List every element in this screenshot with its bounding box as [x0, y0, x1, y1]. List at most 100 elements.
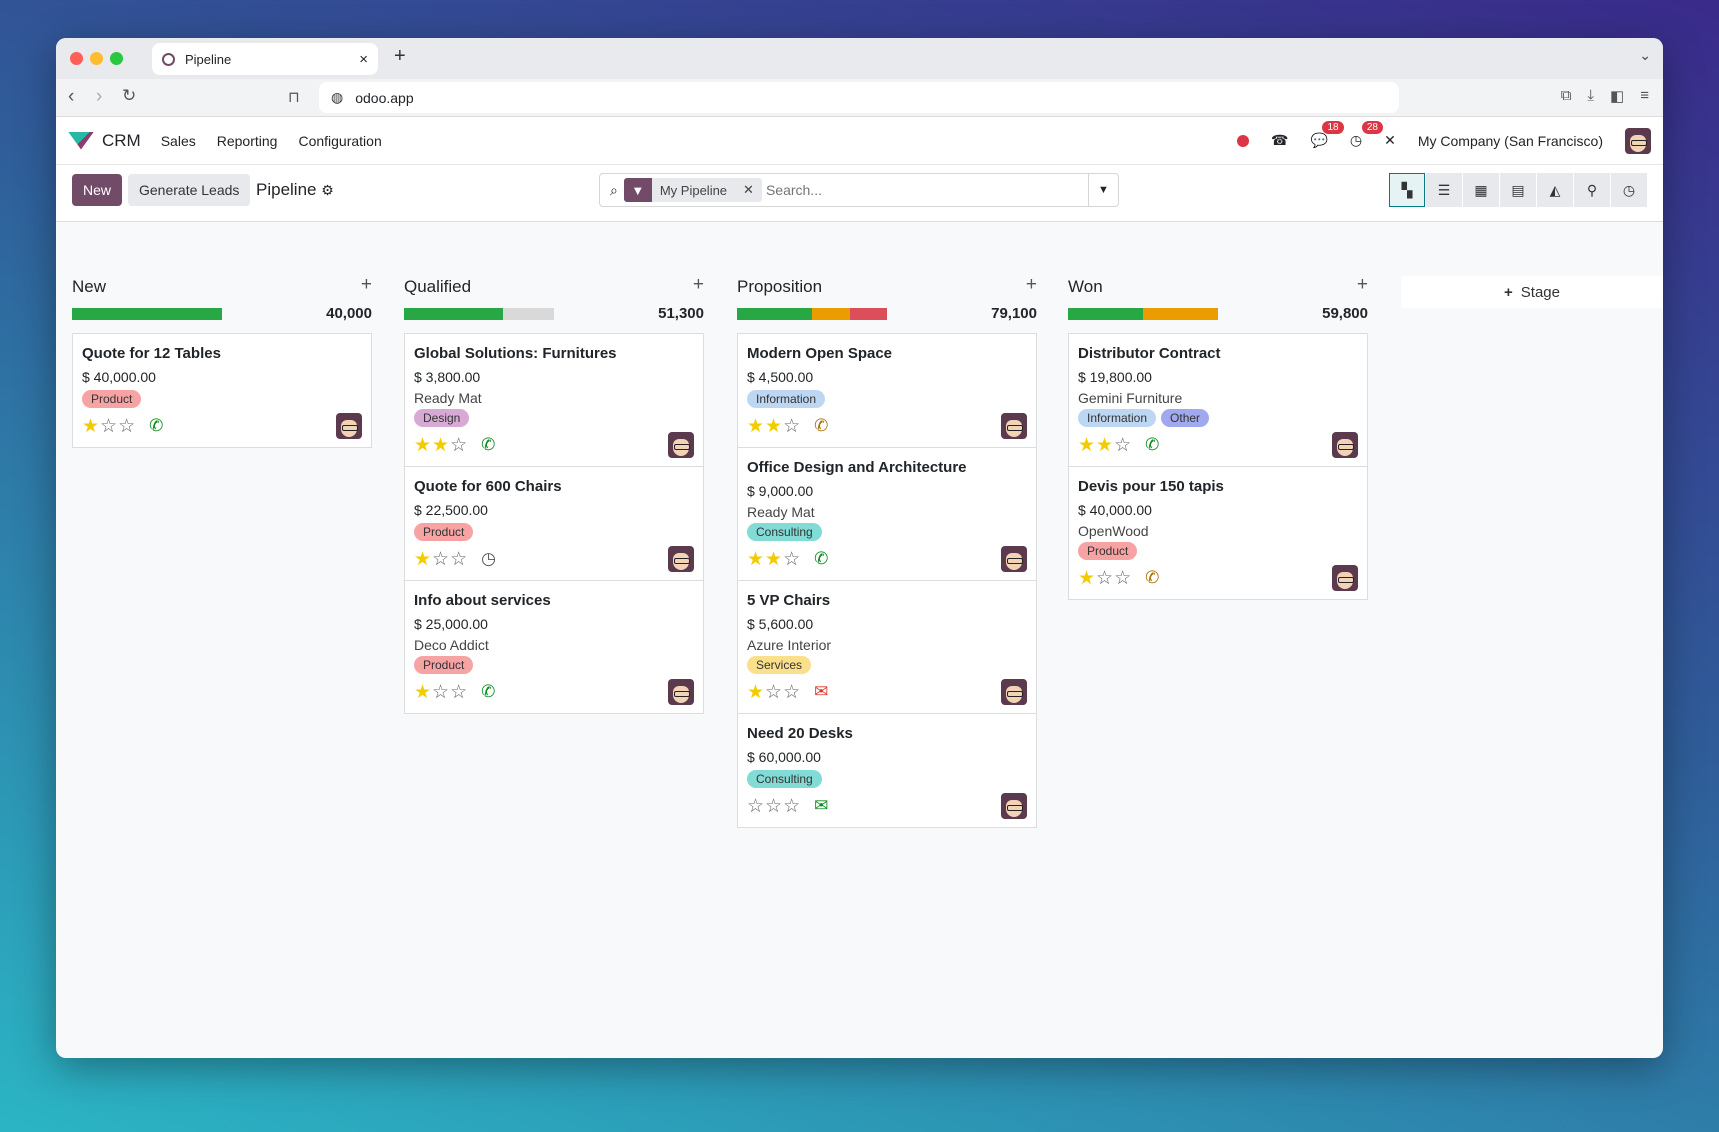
priority-star-icon[interactable]: ☆: [450, 681, 468, 703]
menu-configuration[interactable]: Configuration: [298, 132, 382, 149]
envelope-icon[interactable]: ✉: [814, 682, 829, 701]
salesperson-avatar[interactable]: [1001, 546, 1027, 572]
search-icon[interactable]: ⌕: [610, 181, 618, 198]
search-options-toggle[interactable]: ▼: [1088, 174, 1118, 206]
clock-icon[interactable]: ◷: [481, 549, 496, 568]
close-window-button[interactable]: [70, 52, 83, 65]
column-progress-bar[interactable]: [1068, 308, 1218, 320]
lead-card[interactable]: Info about services $ 25,000.00 Deco Addic…: [405, 581, 703, 713]
priority-star-icon[interactable]: ☆: [783, 415, 801, 437]
messages-icon[interactable]: 💬 18: [1310, 121, 1344, 149]
priority-star-icon[interactable]: ★: [1096, 434, 1114, 456]
priority-star-icon[interactable]: ☆: [783, 548, 801, 570]
company-switcher[interactable]: My Company (San Francisco): [1417, 132, 1603, 149]
tools-icon[interactable]: ✕: [1384, 132, 1396, 148]
quick-create-plus-icon[interactable]: +: [1025, 274, 1037, 295]
tab-list-chevron-icon[interactable]: ⌄: [1639, 47, 1651, 63]
priority-star-icon[interactable]: ★: [82, 415, 100, 437]
priority-star-icon[interactable]: ☆: [100, 415, 118, 437]
menu-icon[interactable]: ≡: [1640, 87, 1649, 104]
list-view-button[interactable]: ☰: [1426, 173, 1462, 207]
priority-star-icon[interactable]: ★: [1078, 434, 1096, 456]
column-progress-bar[interactable]: [404, 308, 554, 320]
salesperson-avatar[interactable]: [668, 432, 694, 458]
salesperson-avatar[interactable]: [1001, 679, 1027, 705]
priority-star-icon[interactable]: ★: [747, 548, 765, 570]
progress-segment[interactable]: [404, 308, 503, 320]
column-progress-bar[interactable]: [72, 308, 222, 320]
graph-view-button[interactable]: ◭: [1537, 173, 1573, 207]
priority-star-icon[interactable]: ☆: [783, 795, 801, 817]
calendar-view-button[interactable]: ▦: [1463, 173, 1499, 207]
quick-create-plus-icon[interactable]: +: [692, 274, 704, 295]
browser-tab[interactable]: Pipeline ×: [152, 43, 378, 75]
priority-star-icon[interactable]: ☆: [765, 795, 783, 817]
salesperson-avatar[interactable]: [336, 413, 362, 439]
salesperson-avatar[interactable]: [668, 546, 694, 572]
remove-facet-icon[interactable]: ✕: [743, 182, 754, 197]
lead-card[interactable]: 5 VP Chairs $ 5,600.00 Azure Interior Servi…: [738, 581, 1036, 714]
priority-star-icon[interactable]: ★: [747, 415, 765, 437]
phone-icon[interactable]: ✆: [481, 682, 496, 701]
phone-icon[interactable]: ✆: [814, 416, 829, 435]
minimize-window-button[interactable]: [90, 52, 103, 65]
priority-star-icon[interactable]: ☆: [450, 434, 468, 456]
progress-segment[interactable]: [72, 308, 222, 320]
generate-leads-button[interactable]: Generate Leads: [128, 174, 251, 206]
progress-segment[interactable]: [737, 308, 812, 320]
envelope-icon[interactable]: ✉: [814, 796, 829, 815]
progress-segment[interactable]: [503, 308, 554, 320]
priority-star-icon[interactable]: ☆: [1114, 567, 1132, 589]
salesperson-avatar[interactable]: [668, 679, 694, 705]
priority-star-icon[interactable]: ★: [765, 548, 783, 570]
kanban-view-button[interactable]: ▚: [1389, 173, 1425, 207]
gear-icon[interactable]: ⚙: [321, 182, 334, 198]
priority-star-icon[interactable]: ★: [432, 434, 450, 456]
url-bar[interactable]: ◍ odoo.app: [319, 82, 1399, 113]
priority-star-icon[interactable]: ★: [765, 415, 783, 437]
phone-icon[interactable]: ✆: [814, 549, 829, 568]
bookmark-icon[interactable]: ⊓: [288, 89, 300, 106]
progress-segment[interactable]: [1068, 308, 1143, 320]
map-view-button[interactable]: ⚲: [1574, 173, 1610, 207]
lead-card[interactable]: Quote for 12 Tables $ 40,000.00 Product ★ ☆ ☆…: [73, 334, 371, 447]
priority-star-icon[interactable]: ★: [747, 681, 765, 703]
extensions-icon[interactable]: ⧉: [1560, 87, 1572, 104]
priority-star-icon[interactable]: ★: [414, 548, 432, 570]
maximize-window-button[interactable]: [110, 52, 123, 65]
download-icon[interactable]: ⤓: [1587, 87, 1595, 104]
priority-star-icon[interactable]: ☆: [765, 681, 783, 703]
phone-icon[interactable]: ✆: [481, 435, 496, 454]
priority-star-icon[interactable]: ★: [414, 681, 432, 703]
priority-star-icon[interactable]: ☆: [747, 795, 765, 817]
user-avatar[interactable]: [1625, 127, 1651, 154]
lead-card[interactable]: Distributor Contract $ 19,800.00 Gemini Fu…: [1069, 334, 1367, 467]
column-progress-bar[interactable]: [737, 308, 887, 320]
forward-icon[interactable]: ›: [96, 86, 103, 107]
pivot-view-button[interactable]: ▤: [1500, 173, 1536, 207]
priority-star-icon[interactable]: ☆: [432, 548, 450, 570]
priority-star-icon[interactable]: ☆: [1114, 434, 1132, 456]
status-dot-icon[interactable]: [1236, 134, 1249, 147]
progress-segment[interactable]: [1143, 308, 1218, 320]
reload-icon[interactable]: ↻: [122, 86, 137, 105]
app-name[interactable]: CRM: [102, 130, 141, 150]
add-stage-button[interactable]: + Stage: [1401, 276, 1663, 308]
lead-card[interactable]: Office Design and Architecture $ 9,000.00…: [738, 448, 1036, 581]
priority-star-icon[interactable]: ☆: [450, 548, 468, 570]
progress-segment[interactable]: [812, 308, 850, 320]
salesperson-avatar[interactable]: [1001, 413, 1027, 439]
new-button[interactable]: New: [72, 174, 123, 206]
salesperson-avatar[interactable]: [1001, 793, 1027, 819]
quick-create-plus-icon[interactable]: +: [1356, 274, 1368, 295]
lead-card[interactable]: Modern Open Space $ 4,500.00 Information ★ ★…: [738, 334, 1036, 448]
progress-segment[interactable]: [849, 308, 887, 320]
back-icon[interactable]: ‹: [68, 86, 75, 107]
new-tab-button[interactable]: +: [394, 45, 406, 67]
phone-icon[interactable]: ✆: [1145, 568, 1160, 587]
priority-star-icon[interactable]: ★: [1078, 567, 1096, 589]
quick-create-plus-icon[interactable]: +: [360, 274, 372, 295]
sidebar-icon[interactable]: ◧: [1610, 88, 1625, 105]
lead-card[interactable]: Quote for 600 Chairs $ 22,500.00 Product ★ ☆…: [405, 467, 703, 581]
phone-icon[interactable]: ☎: [1270, 132, 1289, 148]
